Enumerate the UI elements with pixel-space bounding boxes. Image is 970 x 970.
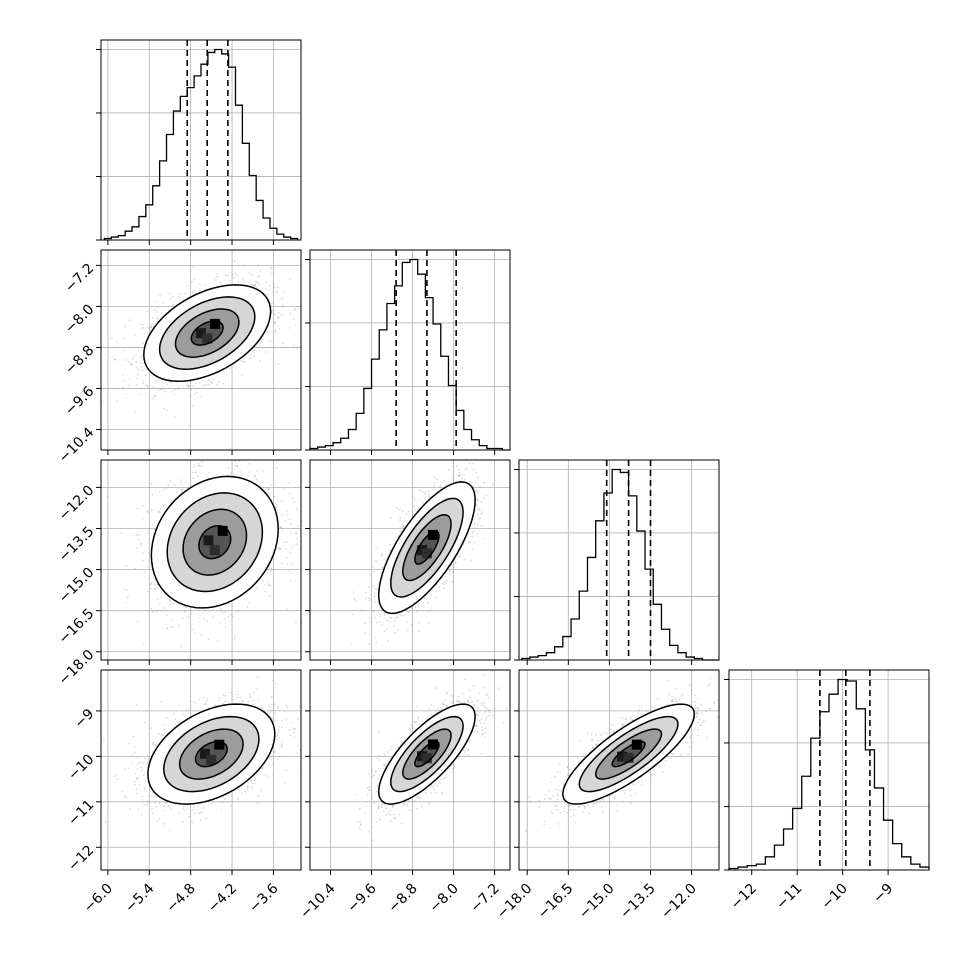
x-tick-label: −18.0 — [494, 881, 536, 923]
contour-line — [182, 508, 248, 576]
axes-frame — [309, 249, 511, 451]
pair-panel-2-3: −18.0 −16.5 −15.0 −13.5 −12.0 — [494, 669, 720, 923]
x-tick-label: −9.6 — [344, 881, 379, 916]
pair-panel-0-3: −6.0 −5.4 −4.8 −4.2 −3.6 −12 −11 −10 −9 — [65, 669, 302, 916]
y-tick-label: −15.0 — [56, 565, 98, 607]
histogram-step — [521, 468, 719, 661]
x-tick-label: −6.0 — [81, 881, 116, 916]
x-tick-label: −8.8 — [385, 881, 420, 916]
axes-frame — [100, 39, 302, 241]
y-tick-label: −10.4 — [56, 424, 98, 466]
y-tick-label: −8.0 — [62, 301, 97, 336]
contour-line — [594, 728, 663, 780]
contour-line — [147, 703, 276, 805]
y-tick-label: −8.8 — [62, 342, 97, 377]
density-core — [417, 529, 438, 559]
y-tick-label: −16.5 — [56, 606, 98, 648]
y-tick-label: −11 — [65, 797, 97, 829]
histogram-step — [103, 48, 299, 240]
contour-line — [190, 320, 224, 346]
pair-panel-1-2 — [305, 459, 511, 665]
x-tick-label: −12 — [728, 881, 760, 913]
axes-frame — [518, 669, 720, 871]
contour-line — [562, 703, 696, 805]
density-core — [617, 739, 642, 763]
contour-line — [143, 284, 272, 383]
contour-line — [578, 715, 679, 793]
x-tick-label: −5.4 — [122, 881, 157, 916]
histogram-step — [309, 258, 510, 451]
contour-line — [174, 308, 240, 358]
x-tick-label: −11 — [773, 881, 805, 913]
contour-line — [178, 728, 244, 780]
contour-line — [414, 740, 440, 768]
axes-frame — [518, 459, 720, 661]
y-tick-label: −12.0 — [56, 482, 98, 524]
y-tick-label: −9 — [71, 706, 97, 732]
y-tick-label: −18.0 — [56, 647, 98, 689]
x-tick-label: −10.4 — [297, 881, 339, 923]
x-tick-label: −10 — [819, 881, 851, 913]
y-tick-label: −13.5 — [56, 524, 98, 566]
pair-panel-1-3: −10.4 −9.6 −8.8 −8.0 −7.2 — [297, 669, 511, 923]
x-tick-label: −13.5 — [617, 881, 659, 923]
histogram-step — [728, 678, 930, 870]
x-tick-label: −16.5 — [535, 881, 577, 923]
axes-frame — [309, 459, 511, 661]
x-tick-label: −8.0 — [426, 881, 461, 916]
contour-line — [377, 481, 476, 615]
contour-line — [390, 715, 464, 793]
y-tick-label: −10 — [65, 751, 97, 783]
contour-line — [150, 475, 279, 609]
y-tick-label: −7.2 — [62, 260, 97, 295]
pair-panel-0-2: −18.0−16.5−15.0−13.5−12.0 — [56, 459, 302, 689]
y-tick-label: −9.6 — [62, 383, 97, 418]
axes-frame — [309, 669, 511, 871]
contour-line — [611, 740, 646, 768]
x-tick-label: −9 — [870, 881, 896, 907]
contour-line — [414, 530, 440, 565]
contour-line — [402, 514, 452, 582]
marginal-histogram-2 — [514, 459, 720, 665]
axes-frame — [100, 249, 302, 451]
axes-frame — [100, 669, 302, 871]
contour-line — [194, 740, 228, 768]
density-core — [417, 739, 438, 764]
density-core — [203, 525, 228, 556]
marginal-histogram-1 — [305, 249, 511, 455]
contour-line — [163, 715, 260, 793]
marginal-histogram-0 — [96, 39, 302, 245]
x-tick-label: −3.6 — [246, 881, 281, 916]
contour-line — [158, 296, 256, 370]
y-tick-label: −12 — [65, 842, 97, 874]
marginal-histogram-3: −12 −11 −10 −9 — [724, 669, 930, 913]
contour-line — [377, 703, 476, 805]
axes-frame — [728, 669, 930, 871]
pair-panel-0-1: −10.4 −9.6 −8.8 −8.0 −7.2 — [56, 249, 302, 466]
contour-line — [390, 497, 464, 598]
contour-line — [198, 525, 232, 560]
contour-line — [166, 492, 264, 593]
x-tick-label: −12.0 — [658, 881, 700, 923]
axes-frame — [100, 459, 302, 661]
x-tick-label: −15.0 — [576, 881, 618, 923]
x-tick-label: −4.8 — [164, 881, 199, 916]
contour-line — [402, 728, 452, 780]
density-core — [200, 739, 225, 765]
x-tick-label: −4.2 — [205, 881, 240, 916]
density-core — [195, 318, 221, 344]
